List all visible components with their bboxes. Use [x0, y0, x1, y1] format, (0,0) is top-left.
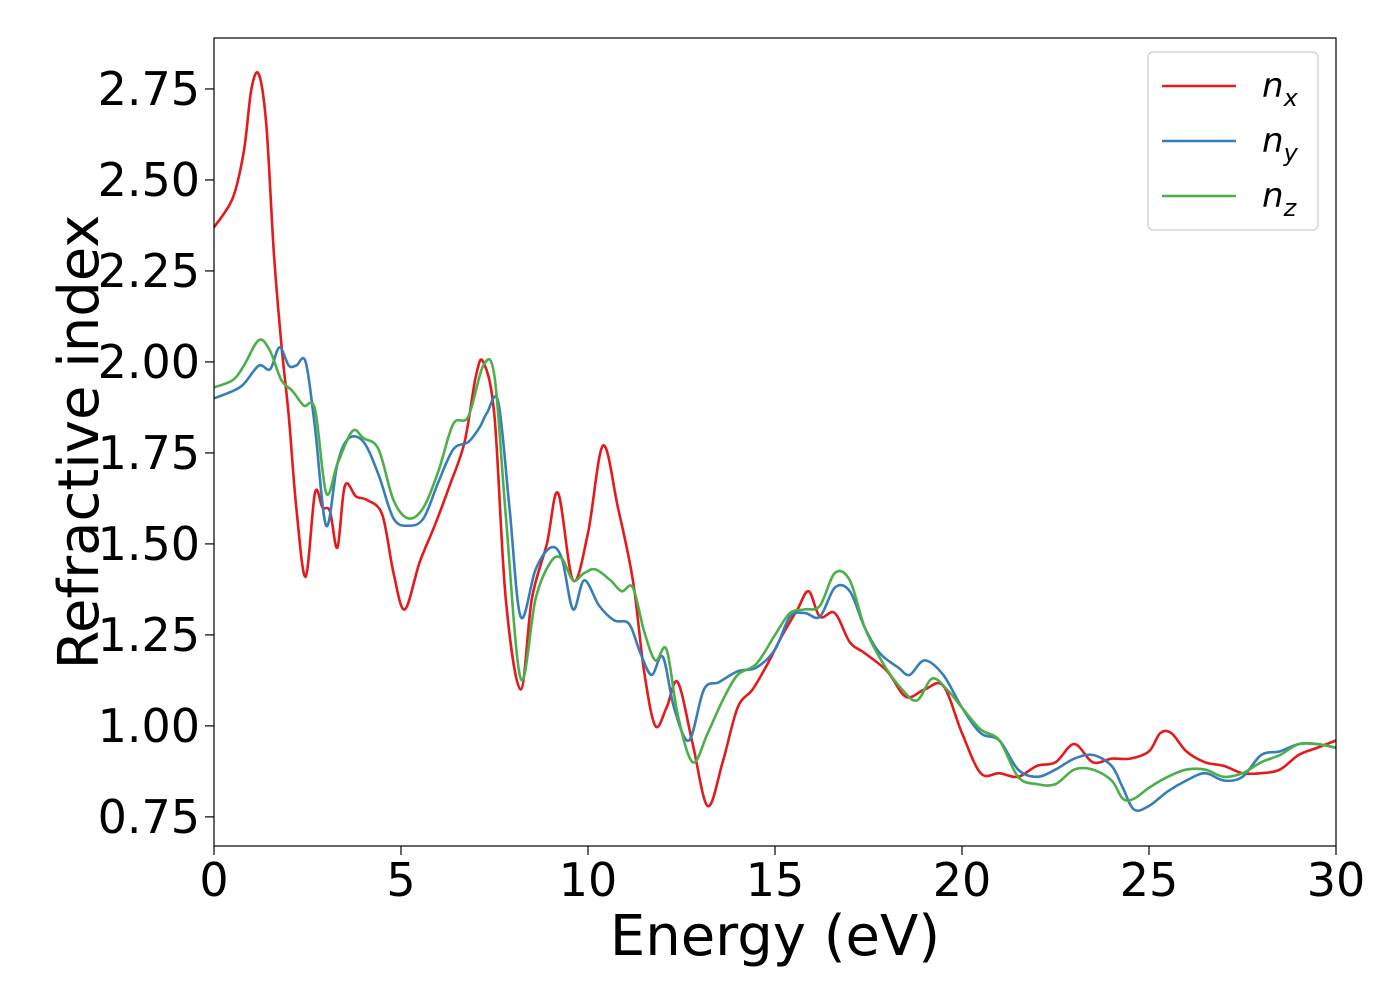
- legend: nx ny nz: [1147, 51, 1319, 231]
- y-tick-label: 2.00: [98, 335, 200, 389]
- y-tick-label: 2.50: [98, 153, 200, 207]
- y-tick-label: 1.00: [98, 699, 200, 753]
- y-tick-label: 0.75: [98, 790, 200, 844]
- y-axis: 0.75 1.00 1.25 1.50 1.75 2.00 2.25 2.50 2.75: [98, 62, 214, 844]
- legend-label-y: ny: [1262, 121, 1299, 167]
- y-axis-title: Refractive index: [47, 215, 112, 670]
- legend-label-x: nx: [1262, 66, 1299, 112]
- y-tick-label: 2.75: [98, 62, 200, 116]
- x-tick-label: 30: [1307, 853, 1366, 907]
- series-line-x: [214, 71, 1336, 808]
- y-tick-label: 2.25: [98, 244, 200, 298]
- x-axis: 0 5 10 15 20 25 30: [199, 846, 1365, 907]
- legend-label-z: nz: [1262, 176, 1298, 222]
- y-tick-label: 1.50: [98, 517, 200, 571]
- x-tick-label: 0: [199, 853, 228, 907]
- x-tick-label: 20: [933, 853, 992, 907]
- x-tick-label: 10: [559, 853, 618, 907]
- y-tick-label: 1.25: [98, 608, 200, 662]
- series-line-z: [214, 338, 1336, 802]
- series-group: [214, 71, 1336, 813]
- x-axis-title: Energy (eV): [610, 904, 940, 969]
- y-tick-label: 1.75: [98, 426, 200, 480]
- x-tick-label: 25: [1120, 853, 1179, 907]
- x-tick-label: 15: [746, 853, 805, 907]
- x-tick-label: 5: [386, 853, 415, 907]
